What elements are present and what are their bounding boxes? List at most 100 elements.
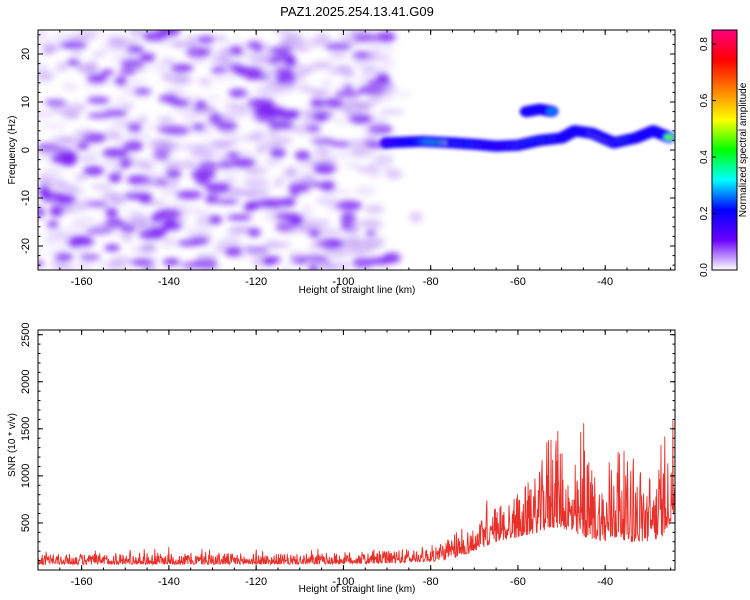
x-tick-label: -80 xyxy=(423,576,439,588)
noise-blob xyxy=(110,199,127,206)
noise-blob xyxy=(175,190,203,200)
noise-blob xyxy=(298,118,317,126)
noise-blob xyxy=(254,84,280,95)
noise-blob xyxy=(114,228,131,238)
noise-blob xyxy=(244,188,269,199)
noise-blob xyxy=(289,191,300,197)
noise-blob xyxy=(250,132,264,143)
y-tick-label: 0 xyxy=(20,147,32,153)
noise-blob xyxy=(329,52,347,59)
noise-blob xyxy=(372,127,384,133)
noise-blob xyxy=(274,177,284,187)
noise-blob xyxy=(277,131,292,137)
noise-blob xyxy=(93,202,109,212)
noise-blob xyxy=(71,244,92,255)
noise-blob xyxy=(214,58,235,66)
noise-blob xyxy=(103,221,118,229)
noise-blob xyxy=(68,239,82,248)
noise-blob xyxy=(300,252,328,262)
noise-blob xyxy=(206,95,222,101)
noise-blob xyxy=(188,56,206,65)
noise-blob xyxy=(38,33,50,42)
noise-blob xyxy=(334,90,362,97)
heatmap-signal-track xyxy=(380,103,675,152)
noise-blob xyxy=(268,121,295,130)
noise-blob xyxy=(146,199,167,207)
noise-blob xyxy=(74,155,100,162)
noise-blob xyxy=(129,90,154,99)
noise-blob xyxy=(330,141,351,147)
noise-blob xyxy=(139,53,156,62)
noise-blob xyxy=(216,198,239,205)
noise-blob xyxy=(357,100,372,110)
noise-blob xyxy=(274,84,295,95)
noise-blob xyxy=(359,257,379,266)
noise-blob xyxy=(116,119,145,128)
noise-blob xyxy=(168,99,184,105)
noise-blob xyxy=(192,123,205,131)
snr-series-line xyxy=(38,420,675,566)
noise-blob xyxy=(82,83,105,89)
noise-blob xyxy=(362,219,383,228)
noise-blob xyxy=(46,220,59,228)
noise-blob xyxy=(115,140,135,149)
noise-blob xyxy=(42,166,64,178)
noise-blob xyxy=(53,184,79,192)
noise-blob xyxy=(285,73,306,79)
noise-blob xyxy=(160,57,176,66)
noise-blob xyxy=(345,161,361,169)
noise-blob xyxy=(164,86,185,95)
noise-blob xyxy=(305,136,317,142)
noise-blob xyxy=(105,108,120,116)
noise-blob xyxy=(66,59,81,66)
y-tick-label: 10 xyxy=(20,96,32,108)
noise-blob xyxy=(302,178,325,185)
noise-blob xyxy=(159,185,180,196)
noise-blob xyxy=(169,177,180,188)
noise-blob xyxy=(91,183,112,190)
noise-blob xyxy=(210,75,239,81)
noise-blob xyxy=(47,147,70,154)
noise-blob xyxy=(74,173,88,182)
noise-blob xyxy=(170,64,194,73)
noise-blob xyxy=(242,178,269,185)
noise-blob xyxy=(364,204,385,214)
noise-blob xyxy=(119,69,136,75)
noise-blob xyxy=(49,205,64,217)
colorbar-tick-label: 0.8 xyxy=(699,37,710,51)
noise-blob xyxy=(341,108,354,115)
noise-blob xyxy=(348,243,375,255)
noise-blob xyxy=(119,158,132,169)
noise-blob xyxy=(228,134,255,143)
noise-blob xyxy=(73,63,93,70)
noise-blob xyxy=(140,177,167,186)
noise-blob xyxy=(38,30,46,34)
noise-blob xyxy=(119,50,137,58)
noise-blob xyxy=(323,228,344,235)
noise-blob xyxy=(107,260,122,270)
y-tick-label: -10 xyxy=(20,190,32,206)
noise-blob xyxy=(55,253,74,261)
noise-blob xyxy=(365,230,376,236)
noise-blob xyxy=(38,109,56,119)
noise-blob xyxy=(369,45,397,51)
noise-blob xyxy=(222,174,238,185)
noise-blob xyxy=(44,227,68,237)
noise-blob xyxy=(72,216,96,226)
noise-blob xyxy=(226,214,253,221)
noise-blob xyxy=(324,261,352,270)
x-tick-label: -100 xyxy=(332,576,354,588)
snr-y-label: SNR (10 * v/v) xyxy=(7,413,18,477)
noise-blob xyxy=(272,137,293,146)
noise-blob xyxy=(262,256,282,264)
x-tick-label: -160 xyxy=(71,276,93,288)
noise-blob xyxy=(83,165,105,176)
noise-blob xyxy=(211,67,228,73)
x-tick-label: -40 xyxy=(597,276,613,288)
noise-blob xyxy=(245,247,261,254)
colorbar-label: Normalized spectral amplitude xyxy=(738,82,749,217)
noise-blob xyxy=(257,198,286,208)
noise-blob xyxy=(350,30,369,37)
noise-blob xyxy=(211,188,224,200)
signal-core xyxy=(663,134,674,141)
